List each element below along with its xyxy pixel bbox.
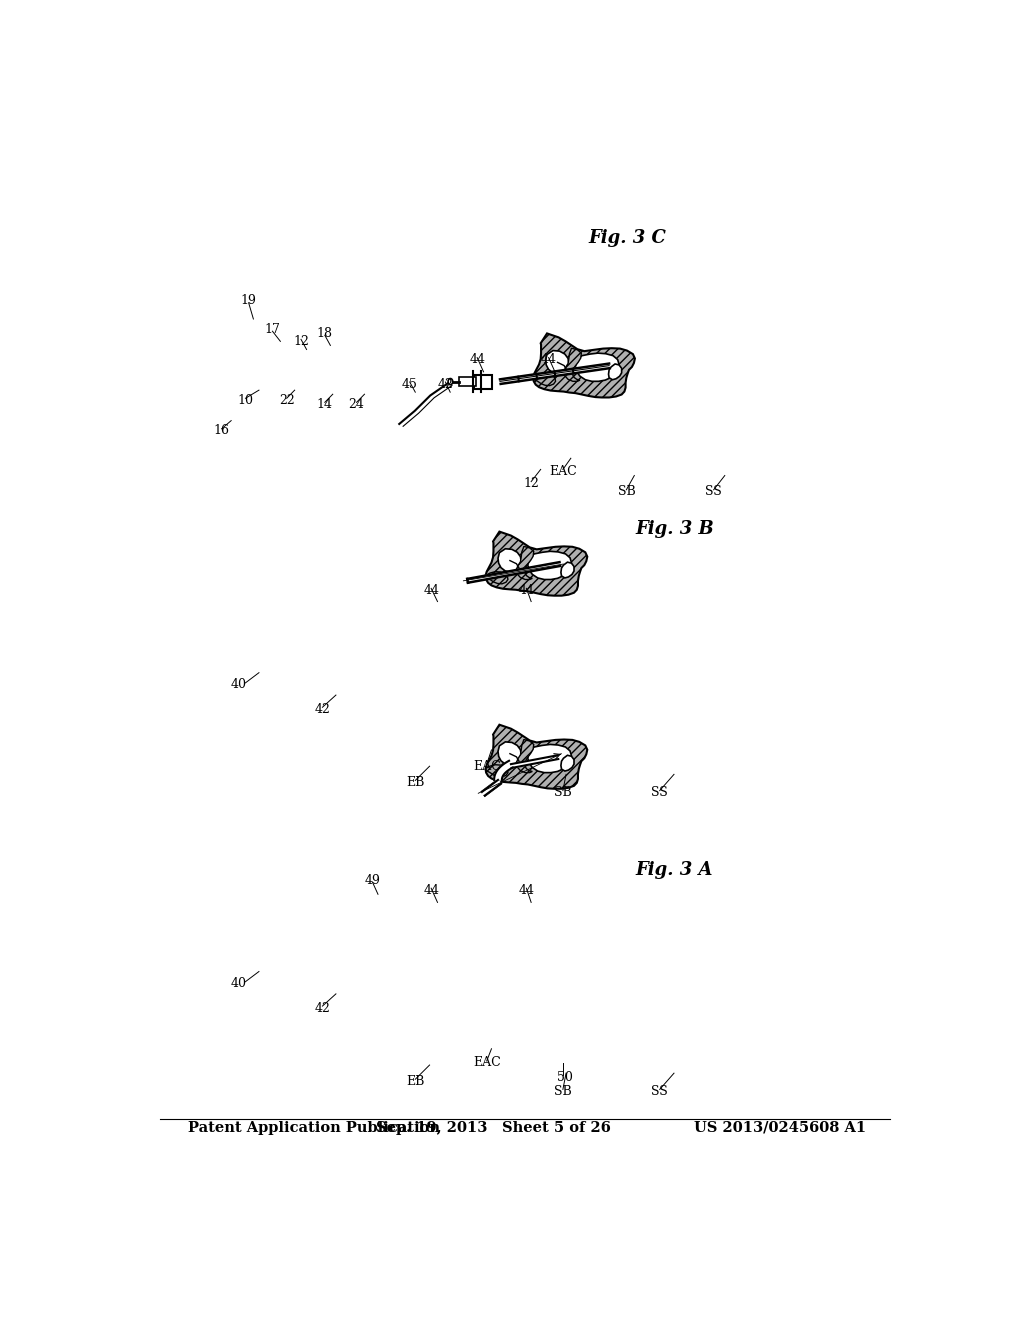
Text: 44: 44: [423, 883, 439, 896]
Text: 44: 44: [423, 583, 439, 597]
Text: 45: 45: [401, 378, 418, 391]
Polygon shape: [561, 755, 574, 771]
Text: 42: 42: [437, 378, 454, 391]
Text: SS: SS: [651, 787, 668, 799]
Text: EAC: EAC: [473, 1056, 501, 1069]
Polygon shape: [485, 725, 588, 789]
Polygon shape: [511, 755, 558, 768]
Text: 10: 10: [238, 393, 254, 407]
Polygon shape: [534, 374, 556, 385]
Polygon shape: [485, 572, 508, 583]
Text: Sep. 19, 2013 Sheet 5 of 26: Sep. 19, 2013 Sheet 5 of 26: [376, 1121, 610, 1134]
Polygon shape: [498, 549, 521, 572]
Text: EB: EB: [407, 1074, 425, 1088]
FancyBboxPatch shape: [474, 375, 493, 388]
Text: SB: SB: [554, 787, 571, 799]
Polygon shape: [546, 351, 569, 374]
Polygon shape: [608, 364, 622, 380]
Text: Patent Application Publication: Patent Application Publication: [187, 1121, 439, 1134]
Text: 24: 24: [348, 397, 365, 411]
Text: 12: 12: [523, 477, 539, 490]
FancyBboxPatch shape: [459, 378, 476, 385]
Text: SS: SS: [651, 1085, 668, 1098]
Text: 49: 49: [365, 874, 380, 887]
Text: 40: 40: [231, 977, 247, 990]
Polygon shape: [485, 532, 588, 595]
Polygon shape: [564, 348, 582, 381]
Polygon shape: [500, 363, 609, 384]
Text: Fig. 3 A: Fig. 3 A: [636, 861, 714, 879]
Text: US 2013/0245608 A1: US 2013/0245608 A1: [694, 1121, 866, 1134]
Polygon shape: [516, 739, 534, 772]
Text: 40: 40: [231, 678, 247, 692]
Text: SS: SS: [706, 486, 722, 498]
Text: 44: 44: [469, 354, 485, 366]
Polygon shape: [527, 552, 571, 579]
Text: 22: 22: [279, 393, 295, 407]
Text: Fig. 3 C: Fig. 3 C: [588, 228, 667, 247]
Text: SB: SB: [554, 1085, 571, 1098]
Text: EB: EB: [407, 776, 425, 789]
Ellipse shape: [449, 379, 453, 384]
Text: EAC: EAC: [549, 465, 577, 478]
Polygon shape: [495, 760, 513, 780]
Polygon shape: [534, 334, 635, 397]
Text: 44: 44: [518, 583, 535, 597]
Text: 12: 12: [293, 335, 309, 348]
Text: SB: SB: [617, 486, 635, 498]
Text: 19: 19: [241, 294, 257, 308]
Polygon shape: [498, 742, 521, 766]
Polygon shape: [575, 354, 620, 381]
Text: 17: 17: [264, 322, 281, 335]
Polygon shape: [467, 562, 560, 582]
Text: 44: 44: [541, 354, 557, 366]
Text: 44: 44: [518, 883, 535, 896]
Text: 42: 42: [314, 1002, 331, 1015]
Text: 16: 16: [214, 424, 229, 437]
Polygon shape: [527, 744, 571, 772]
Polygon shape: [482, 780, 501, 796]
Text: 18: 18: [316, 327, 333, 339]
Text: Fig. 3 B: Fig. 3 B: [636, 520, 715, 539]
Text: 42: 42: [314, 702, 331, 715]
Polygon shape: [485, 764, 508, 777]
Polygon shape: [516, 546, 534, 579]
Polygon shape: [561, 562, 574, 578]
Text: 50: 50: [556, 1071, 572, 1084]
Text: EAC: EAC: [473, 760, 501, 772]
Text: 14: 14: [316, 397, 333, 411]
